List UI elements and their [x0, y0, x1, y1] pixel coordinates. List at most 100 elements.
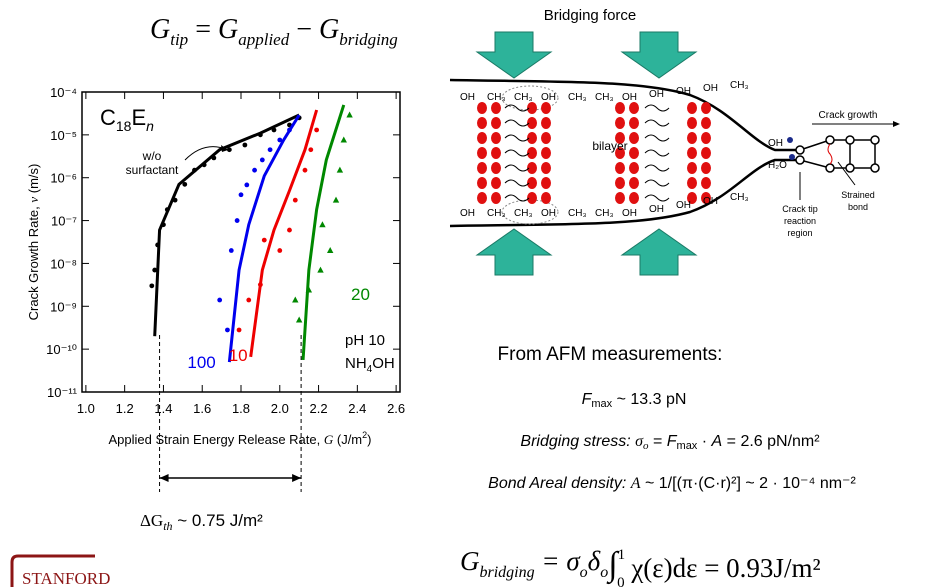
headgroup — [527, 102, 537, 114]
headgroup — [701, 117, 711, 129]
point — [152, 267, 158, 273]
point — [192, 167, 197, 173]
label-part: OH — [372, 355, 395, 372]
eq-part: applied — [238, 30, 289, 49]
group-label: OH — [541, 208, 556, 219]
text-part: max — [677, 440, 698, 452]
eq-part: tip — [170, 30, 188, 49]
group-label: CH₃ — [568, 208, 587, 219]
headgroup — [541, 177, 551, 189]
headgroup — [629, 177, 639, 189]
point — [332, 196, 340, 203]
group-label: OH — [622, 208, 637, 219]
headgroup — [687, 132, 697, 144]
headgroup — [541, 117, 551, 129]
crack-tip-label: reaction — [784, 216, 816, 226]
crack-face — [449, 158, 800, 228]
crack-tip-label: region — [787, 228, 812, 238]
text-part: max — [591, 398, 612, 410]
tail — [504, 119, 530, 127]
headgroup — [491, 177, 501, 189]
eq-part: = — [188, 14, 218, 45]
headgroup — [527, 177, 537, 189]
group-label: OH — [649, 89, 664, 100]
strained-label: bond — [848, 202, 868, 212]
headgroup — [701, 147, 711, 159]
group-label: CH₃ — [595, 92, 614, 103]
text-part: o — [643, 440, 649, 452]
ph-label: pH 10 — [345, 332, 385, 349]
eq-part: 1 — [618, 547, 626, 563]
text-part: = 2.6 pN/nm² — [722, 433, 820, 450]
group-label: CH₃ — [487, 208, 506, 219]
group-label: OH — [676, 200, 691, 211]
point — [217, 297, 223, 303]
annotation: surfactant — [126, 163, 179, 177]
x-tick-label: 2.0 — [271, 401, 289, 416]
green-arrows — [475, 31, 698, 276]
tail — [644, 164, 670, 172]
tail — [644, 179, 670, 187]
base-label: NH4OH — [345, 355, 395, 375]
series-label: 10 — [229, 346, 248, 365]
diagram-title: Bridging force — [544, 7, 637, 24]
eq-part: ∫ — [606, 546, 620, 585]
group-label: CH₃ — [487, 92, 506, 103]
group-label: OH — [541, 92, 556, 103]
label-part: (m/s) — [26, 164, 41, 197]
group-label: CH₃ — [730, 192, 749, 203]
x-tick-label: 2.2 — [310, 401, 328, 416]
label-part: Applied Strain Energy Release Rate, — [109, 432, 324, 447]
label-part: G — [324, 432, 334, 447]
headgroup — [687, 117, 697, 129]
point — [317, 266, 324, 273]
point — [234, 218, 240, 223]
headgroup — [615, 162, 625, 174]
text-part: σ — [635, 433, 644, 450]
headgroup — [491, 147, 501, 159]
headgroup — [629, 162, 639, 174]
headgroup — [477, 117, 487, 129]
headgroup — [527, 132, 537, 144]
headgroup — [491, 192, 501, 204]
crack-growth-label: Crack growth — [819, 110, 878, 121]
point — [257, 282, 263, 288]
point — [201, 162, 207, 168]
crack-tip-bonds — [795, 135, 880, 173]
point — [246, 297, 252, 303]
tail — [504, 149, 530, 157]
atom — [787, 137, 793, 143]
tail — [644, 104, 670, 112]
headgroup — [701, 132, 711, 144]
point — [277, 137, 283, 143]
y-tick-label: 10⁻⁶ — [50, 171, 77, 186]
diagram: Bridging force OH CH₃ CH₃ OH CH₃ CH₃ OH OH OH OH C… — [449, 7, 900, 276]
x-tick-label: 2.6 — [387, 401, 405, 416]
label-part: (J/m — [333, 432, 362, 447]
series-label: 20 — [351, 285, 370, 304]
point — [244, 182, 250, 188]
tail — [644, 134, 670, 142]
label-part: n — [146, 118, 154, 134]
force-arrow — [475, 31, 553, 79]
point — [277, 248, 283, 253]
point — [182, 181, 188, 187]
oh-label: OH — [768, 138, 783, 149]
point — [257, 132, 263, 138]
group-label: OH — [460, 208, 475, 219]
x-tick-label: 1.6 — [193, 401, 211, 416]
text-part: F — [582, 391, 593, 408]
point — [287, 127, 292, 133]
fmax-line: Fmax ~ 13.3 pN — [582, 391, 687, 410]
headgroup — [527, 162, 537, 174]
headgroup — [615, 147, 625, 159]
y-tick-label: 10⁻¹⁰ — [46, 342, 77, 357]
group-label: CH₃ — [568, 92, 587, 103]
label-part: th — [163, 519, 172, 533]
annotation: w/o — [142, 149, 162, 163]
point — [292, 197, 298, 203]
headgroup — [477, 132, 487, 144]
point — [161, 222, 166, 228]
point — [172, 197, 178, 203]
